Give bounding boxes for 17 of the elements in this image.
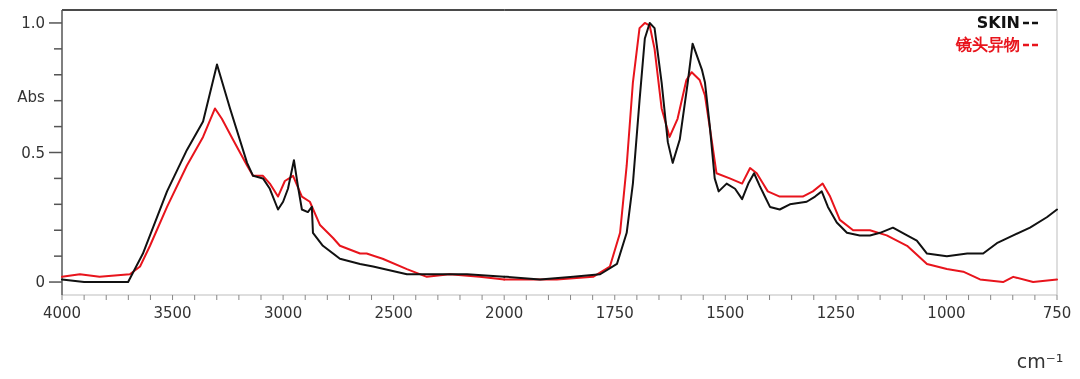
x-tick-label: 3500 (153, 304, 192, 322)
legend-label: SKIN (976, 13, 1020, 32)
x-tick-label: 1250 (816, 304, 855, 322)
y-tick-label: 0.5 (21, 143, 45, 162)
legend-label: 镜头异物 (955, 35, 1020, 54)
y-axis-title: Abs (17, 88, 45, 106)
x-tick-label: 2000 (485, 304, 524, 322)
y-tick-label: 0 (35, 273, 45, 292)
x-axis-title: cm⁻¹ (1016, 350, 1064, 372)
x-tick-label: 750 (1042, 304, 1072, 322)
y-tick-label: 1.0 (21, 14, 45, 33)
x-tick-label: 2500 (374, 304, 413, 322)
x-tick-label: 1000 (927, 304, 966, 322)
x-tick-label: 1750 (595, 304, 634, 322)
x-tick-label: 1500 (706, 304, 745, 322)
x-tick-label: 3000 (264, 304, 303, 322)
x-tick-label: 4000 (42, 304, 82, 322)
